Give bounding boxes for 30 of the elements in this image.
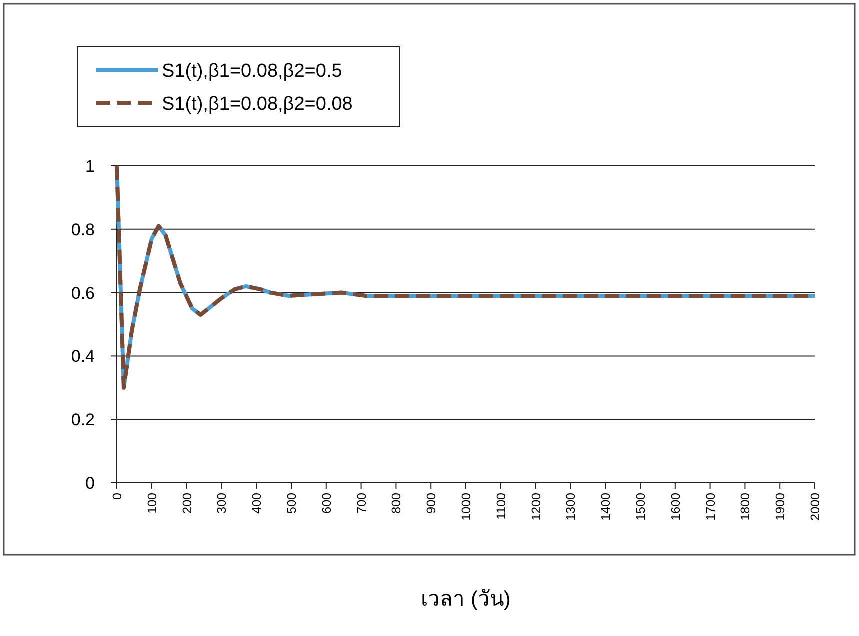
x-tick-label: 0 [110,492,124,500]
x-tick-label: 1800 [738,492,753,521]
x-tick-label: 1400 [599,492,614,521]
legend-label: S1(t),β1=0.08,β2=0.5 [162,61,342,82]
x-tick-label: 1900 [774,492,788,521]
x-tick-label: 1300 [564,492,578,521]
x-tick-label: 700 [354,492,369,514]
x-tick-label: 100 [145,492,160,514]
y-tick-label: 0 [86,474,95,493]
x-tick-label: 1200 [529,492,544,521]
x-tick-label: 1000 [460,492,474,521]
x-tick-label: 600 [320,492,334,514]
x-tick-label: 1100 [494,492,508,520]
x-tick-label: 1700 [704,492,718,521]
x-tick-label: 1600 [668,492,683,521]
x-tick-label: 1500 [634,492,648,521]
y-tick-label: 0.8 [71,220,95,240]
x-tick-label: 900 [424,492,439,514]
y-tick-label: 0.2 [71,410,95,430]
x-tick-label: 2000 [808,492,822,521]
y-tick-label: 0.4 [71,347,95,366]
x-tick-label: 500 [285,492,299,514]
y-tick-label: 0.6 [71,284,95,303]
x-tick-label: 200 [180,492,194,514]
x-axis-title: เวลา (วัน) [421,588,511,611]
legend-label: S1(t),β1=0.08,β2=0.08 [162,94,353,115]
x-tick-label: 300 [215,492,230,514]
x-tick-label: 400 [250,492,264,514]
y-tick-label: 1 [86,157,95,176]
x-tick-label: 800 [390,492,404,514]
